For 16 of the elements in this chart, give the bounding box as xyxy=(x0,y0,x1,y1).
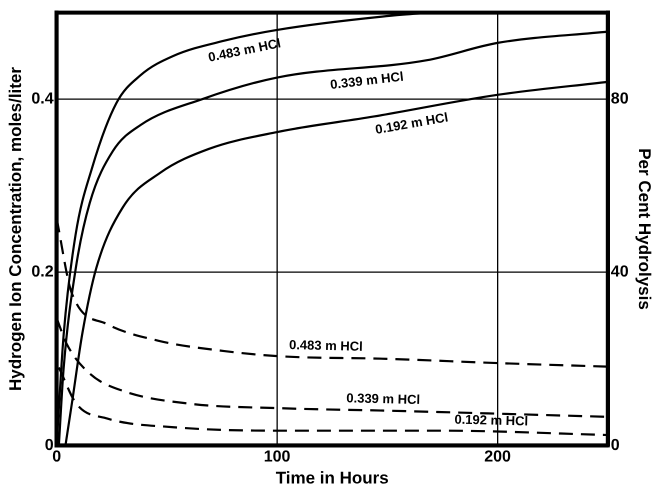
series-label: 0.483 m HCl xyxy=(288,337,363,354)
y2-tick-label: 40 xyxy=(610,264,629,281)
y-tick-label: 0.4 xyxy=(31,90,54,108)
x-tick-label: 100 xyxy=(264,448,291,466)
text: 0.339 m HCl xyxy=(329,68,404,92)
y-tick-label: 0 xyxy=(44,436,54,454)
y2-tick-label: 0 xyxy=(610,436,620,454)
y-tick-label: 0.2 xyxy=(31,264,54,281)
y2-axis-title: Per Cent Hydrolysis xyxy=(635,148,654,310)
text: 0.192 m HCl xyxy=(374,109,450,137)
y2-tick-label: 80 xyxy=(610,90,629,108)
text: 0.483 m HCl xyxy=(206,35,282,65)
series-label: 0.339 m HCl xyxy=(346,390,420,408)
y-axis-title: Hydrogen Ion Concentration, moles/liter xyxy=(6,66,25,391)
x-axis-title: Time in Hours xyxy=(276,468,389,488)
x-tick-label: 200 xyxy=(484,448,512,466)
